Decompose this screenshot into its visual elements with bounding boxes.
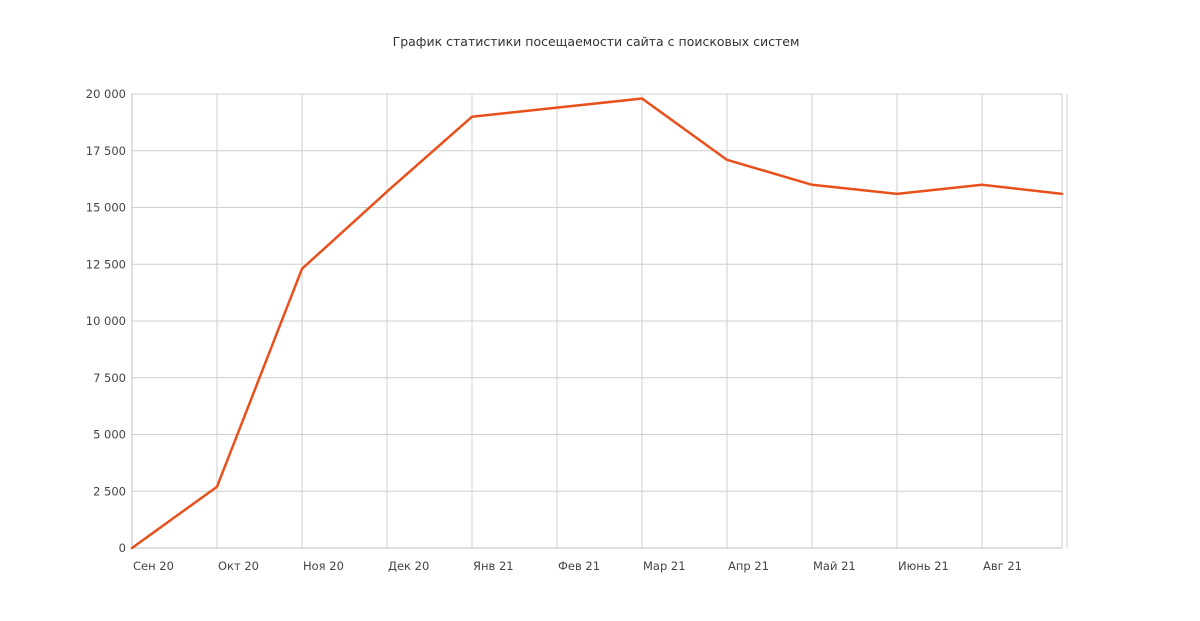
x-tick-label: Мар 21 <box>643 559 686 573</box>
y-tick-label: 17 500 <box>86 144 126 158</box>
x-tick-label: Фев 21 <box>558 559 600 573</box>
y-axis-labels: 0 2 500 5 000 7 500 10 000 12 500 15 000 17 500… <box>86 87 126 555</box>
y-tick-label: 5 000 <box>93 428 126 442</box>
x-tick-label: Янв 21 <box>473 559 514 573</box>
series-layer <box>130 97 1064 550</box>
x-tick-label: Авг 21 <box>983 559 1022 573</box>
chart-title: График статистики посещаемости сайта с п… <box>393 34 800 49</box>
x-tick-label: Апр 21 <box>728 559 769 573</box>
x-axis-labels: Сен 20 Окт 20 Ноя 20 Дек 20 Янв 21 Фев 21 Мар … <box>133 559 1022 573</box>
x-tick-label: Дек 20 <box>388 559 429 573</box>
x-tick-label: Июнь 21 <box>898 559 949 573</box>
x-tick-label: Ноя 20 <box>303 559 344 573</box>
grid <box>131 93 1068 549</box>
x-tick-label: Сен 20 <box>133 559 174 573</box>
y-tick-label: 12 500 <box>86 257 126 271</box>
y-tick-label: 7 500 <box>93 371 126 385</box>
y-tick-label: 0 <box>119 541 126 555</box>
y-tick-label: 20 000 <box>86 87 126 101</box>
x-tick-label: Май 21 <box>813 559 856 573</box>
series-line <box>130 97 1064 550</box>
y-tick-label: 10 000 <box>86 314 126 328</box>
x-tick-label: Окт 20 <box>218 559 259 573</box>
y-tick-label: 2 500 <box>93 484 126 498</box>
y-tick-label: 15 000 <box>86 201 126 215</box>
